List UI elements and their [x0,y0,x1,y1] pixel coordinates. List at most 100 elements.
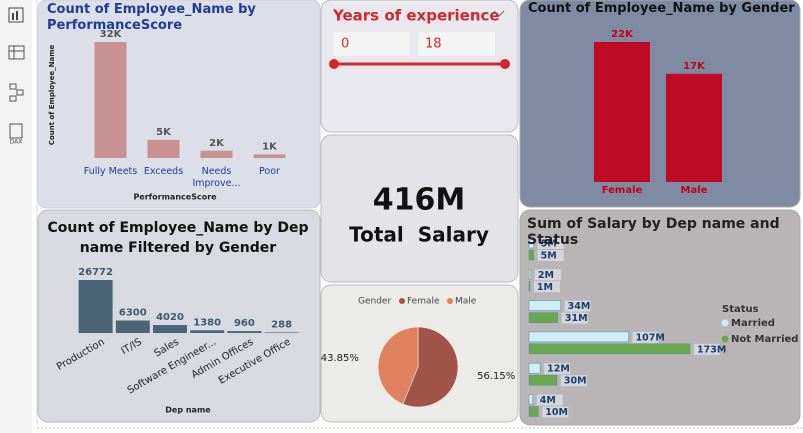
legend-label: Female [407,297,440,307]
bar [528,249,534,261]
bar [528,312,559,323]
icon[interactable] [8,45,25,60]
bar [253,154,286,158]
x-tick-label: Fully Meets [83,166,138,177]
icon[interactable] [16,11,18,20]
slicer-box[interactable] [333,32,410,56]
legend-label: Not Married [731,334,798,345]
x-tick-label: Male [681,185,708,196]
data-label: 26772 [78,267,113,278]
slider-handle[interactable] [500,59,510,69]
pie-slice [377,326,419,405]
bar [94,42,127,158]
data-label: 43.85% [321,353,359,364]
dropdown[interactable] [493,10,505,17]
bar [528,331,629,343]
data-label: 2M [538,270,554,281]
label-bg [694,343,720,355]
panel [519,209,801,426]
data-label: 960 [234,318,255,329]
slicer-min[interactable]: 0 [341,37,349,52]
bar [528,374,558,386]
label-bg [564,300,591,312]
legend-marker [721,319,729,327]
legend-marker [721,335,729,343]
legend-marker [447,298,453,304]
data-label: 1380 [193,317,221,328]
legend-title: Gender [358,297,391,307]
bar [528,362,541,374]
bar [528,269,532,280]
bar [528,281,531,292]
bar [528,300,561,311]
bar [115,320,150,333]
bar [78,280,113,333]
slicer-title: Years of experience [332,7,500,25]
data-label: 31M [565,313,588,324]
dax-icon[interactable] [9,123,23,139]
dax-label[interactable]: DAX [10,139,23,146]
bar [264,332,299,333]
data-label: 22K [611,29,634,40]
card-value: 416M [373,183,465,218]
chart-title: Sum of Salary by Dep name and Status [527,216,780,248]
bar [153,325,187,333]
label-bg [560,375,587,387]
panel [519,0,801,208]
bar [147,139,180,158]
label-bg [537,250,564,261]
legend-label: Male [455,297,477,307]
bar [200,150,233,158]
bar [528,406,539,417]
report-icon[interactable] [8,7,24,23]
icon[interactable] [9,83,17,90]
bar [190,330,225,333]
x-tick-label: Poor [259,166,280,177]
chart-title: Count of Employee_Name by Dep name Filte… [47,220,309,256]
label-bg [632,331,659,343]
model-icon[interactable] [9,83,24,102]
data-label: 2K [209,138,225,149]
icon[interactable] [8,7,24,23]
card-label: Total Salary [349,223,489,247]
x-axis-label: Dep name [165,406,211,415]
chart-title: Count of Employee_Name by Gender [528,1,795,16]
data-label: 4M [540,395,556,406]
bar [594,42,650,182]
label-bg [536,394,563,406]
legend-marker [399,298,405,304]
data-label: 1M [537,282,553,293]
icon[interactable] [9,95,17,102]
data-label: 32K [100,29,123,40]
x-axis-label: PerformanceScore [133,193,217,202]
bar [528,394,533,405]
icon[interactable] [16,89,24,96]
slicer-box[interactable] [418,32,495,56]
data-label: 10M [545,407,568,418]
chart-title: Count of Employee_Name by PerformanceSco… [47,2,256,33]
data-label: 107M [636,332,665,343]
slider-handle[interactable] [329,59,339,69]
data-label: 288 [271,319,292,330]
pie-slice [402,326,459,408]
slicer-max[interactable]: 18 [425,37,442,52]
label-bg [561,312,588,324]
label-bg [544,363,571,375]
icon[interactable] [12,13,14,20]
data-label: 4020 [156,312,184,323]
legend-title: Status [722,304,759,315]
label-bg [534,269,561,281]
bar [528,237,534,249]
label-bg [533,281,560,293]
bar [528,343,691,355]
data-label: 5M [541,251,557,262]
data-label: 5K [156,127,172,138]
panel [320,134,519,283]
data-label: 17K [683,61,706,72]
table-icon[interactable] [8,45,25,60]
bar [666,73,722,182]
data-label: 6300 [119,308,147,319]
data-label: 1K [262,141,278,152]
